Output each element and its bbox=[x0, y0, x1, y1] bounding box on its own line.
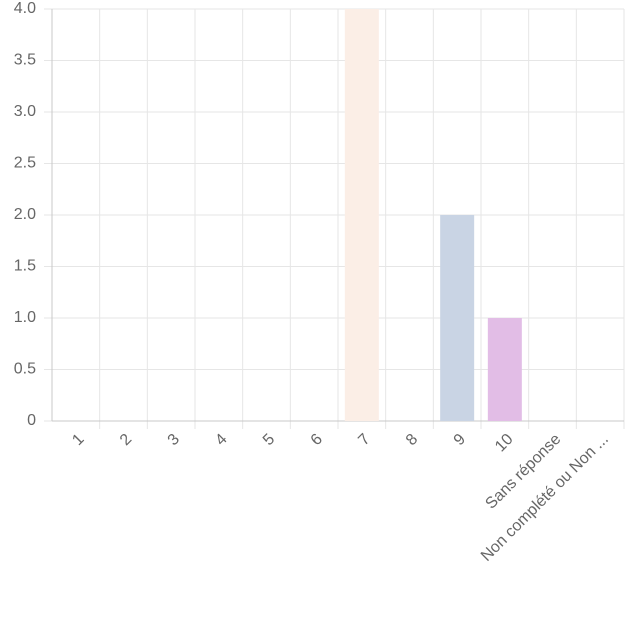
x-tick-label: 9 bbox=[451, 431, 469, 449]
y-tick-label: 3.0 bbox=[14, 103, 36, 120]
bar bbox=[344, 9, 379, 421]
y-tick-label: 0 bbox=[27, 412, 36, 429]
x-tick-label: 4 bbox=[212, 431, 230, 449]
x-tick-label: 6 bbox=[308, 431, 326, 449]
x-tick-label: 7 bbox=[355, 431, 373, 449]
x-tick-label: 1 bbox=[69, 431, 87, 449]
y-tick-label: 1.5 bbox=[14, 258, 36, 275]
x-tick-label: 8 bbox=[403, 431, 421, 449]
x-tick-label: 10 bbox=[492, 431, 517, 456]
bar bbox=[440, 215, 475, 421]
x-tick-label: 3 bbox=[165, 431, 183, 449]
y-tick-label: 2.0 bbox=[14, 206, 36, 223]
y-tick-label: 4.0 bbox=[14, 0, 36, 17]
y-tick-label: 2.5 bbox=[14, 155, 36, 172]
y-tick-label: 1.0 bbox=[14, 309, 36, 326]
x-tick-label: 2 bbox=[117, 431, 135, 449]
bar bbox=[487, 318, 522, 421]
x-tick-label: 5 bbox=[260, 431, 278, 449]
y-tick-label: 0.5 bbox=[14, 361, 36, 378]
y-tick-label: 3.5 bbox=[14, 52, 36, 69]
